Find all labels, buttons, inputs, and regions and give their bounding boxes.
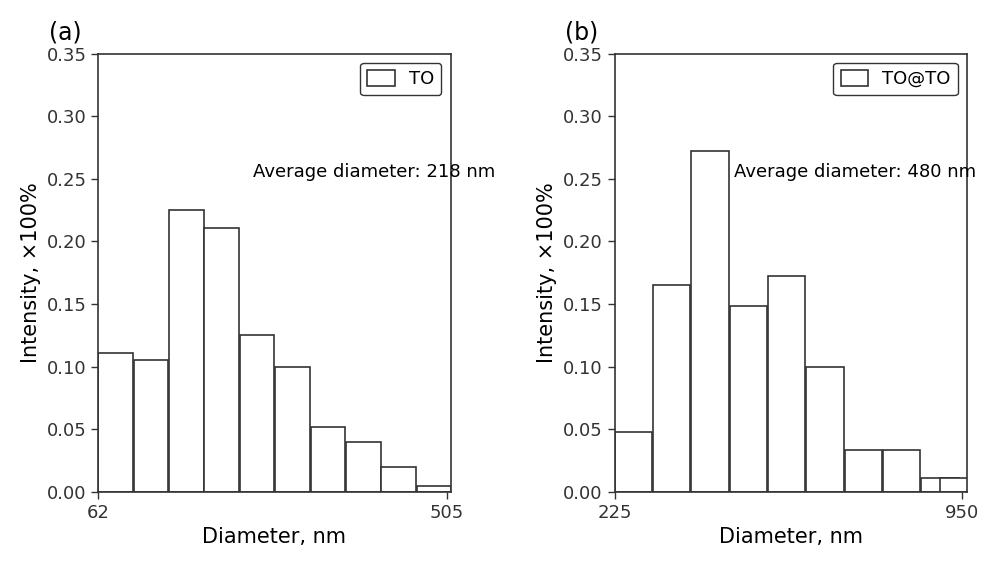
Bar <box>730 307 767 492</box>
Text: (a): (a) <box>49 21 81 45</box>
Text: (b): (b) <box>565 21 598 45</box>
Bar <box>98 353 133 492</box>
Bar <box>381 467 416 492</box>
Bar <box>653 285 690 492</box>
X-axis label: Diameter, nm: Diameter, nm <box>202 527 346 547</box>
Bar <box>883 450 920 492</box>
Bar <box>940 478 978 492</box>
Bar <box>204 228 239 492</box>
Bar <box>240 335 274 492</box>
Text: Average diameter: 480 nm: Average diameter: 480 nm <box>734 163 976 181</box>
Bar <box>134 360 168 492</box>
Legend: TO@TO: TO@TO <box>833 62 958 95</box>
Y-axis label: Intensity, ×100%: Intensity, ×100% <box>537 182 557 363</box>
X-axis label: Diameter, nm: Diameter, nm <box>719 527 863 547</box>
Bar <box>311 427 345 492</box>
Bar <box>169 210 204 492</box>
Y-axis label: Intensity, ×100%: Intensity, ×100% <box>21 182 41 363</box>
Bar <box>417 486 451 492</box>
Bar <box>845 450 882 492</box>
Bar <box>691 151 729 492</box>
Bar <box>346 442 381 492</box>
Text: Average diameter: 218 nm: Average diameter: 218 nm <box>253 163 495 181</box>
Bar <box>768 277 805 492</box>
Bar <box>275 366 310 492</box>
Legend: TO: TO <box>360 62 441 95</box>
Bar <box>615 432 652 492</box>
Bar <box>806 366 844 492</box>
Bar <box>921 478 959 492</box>
